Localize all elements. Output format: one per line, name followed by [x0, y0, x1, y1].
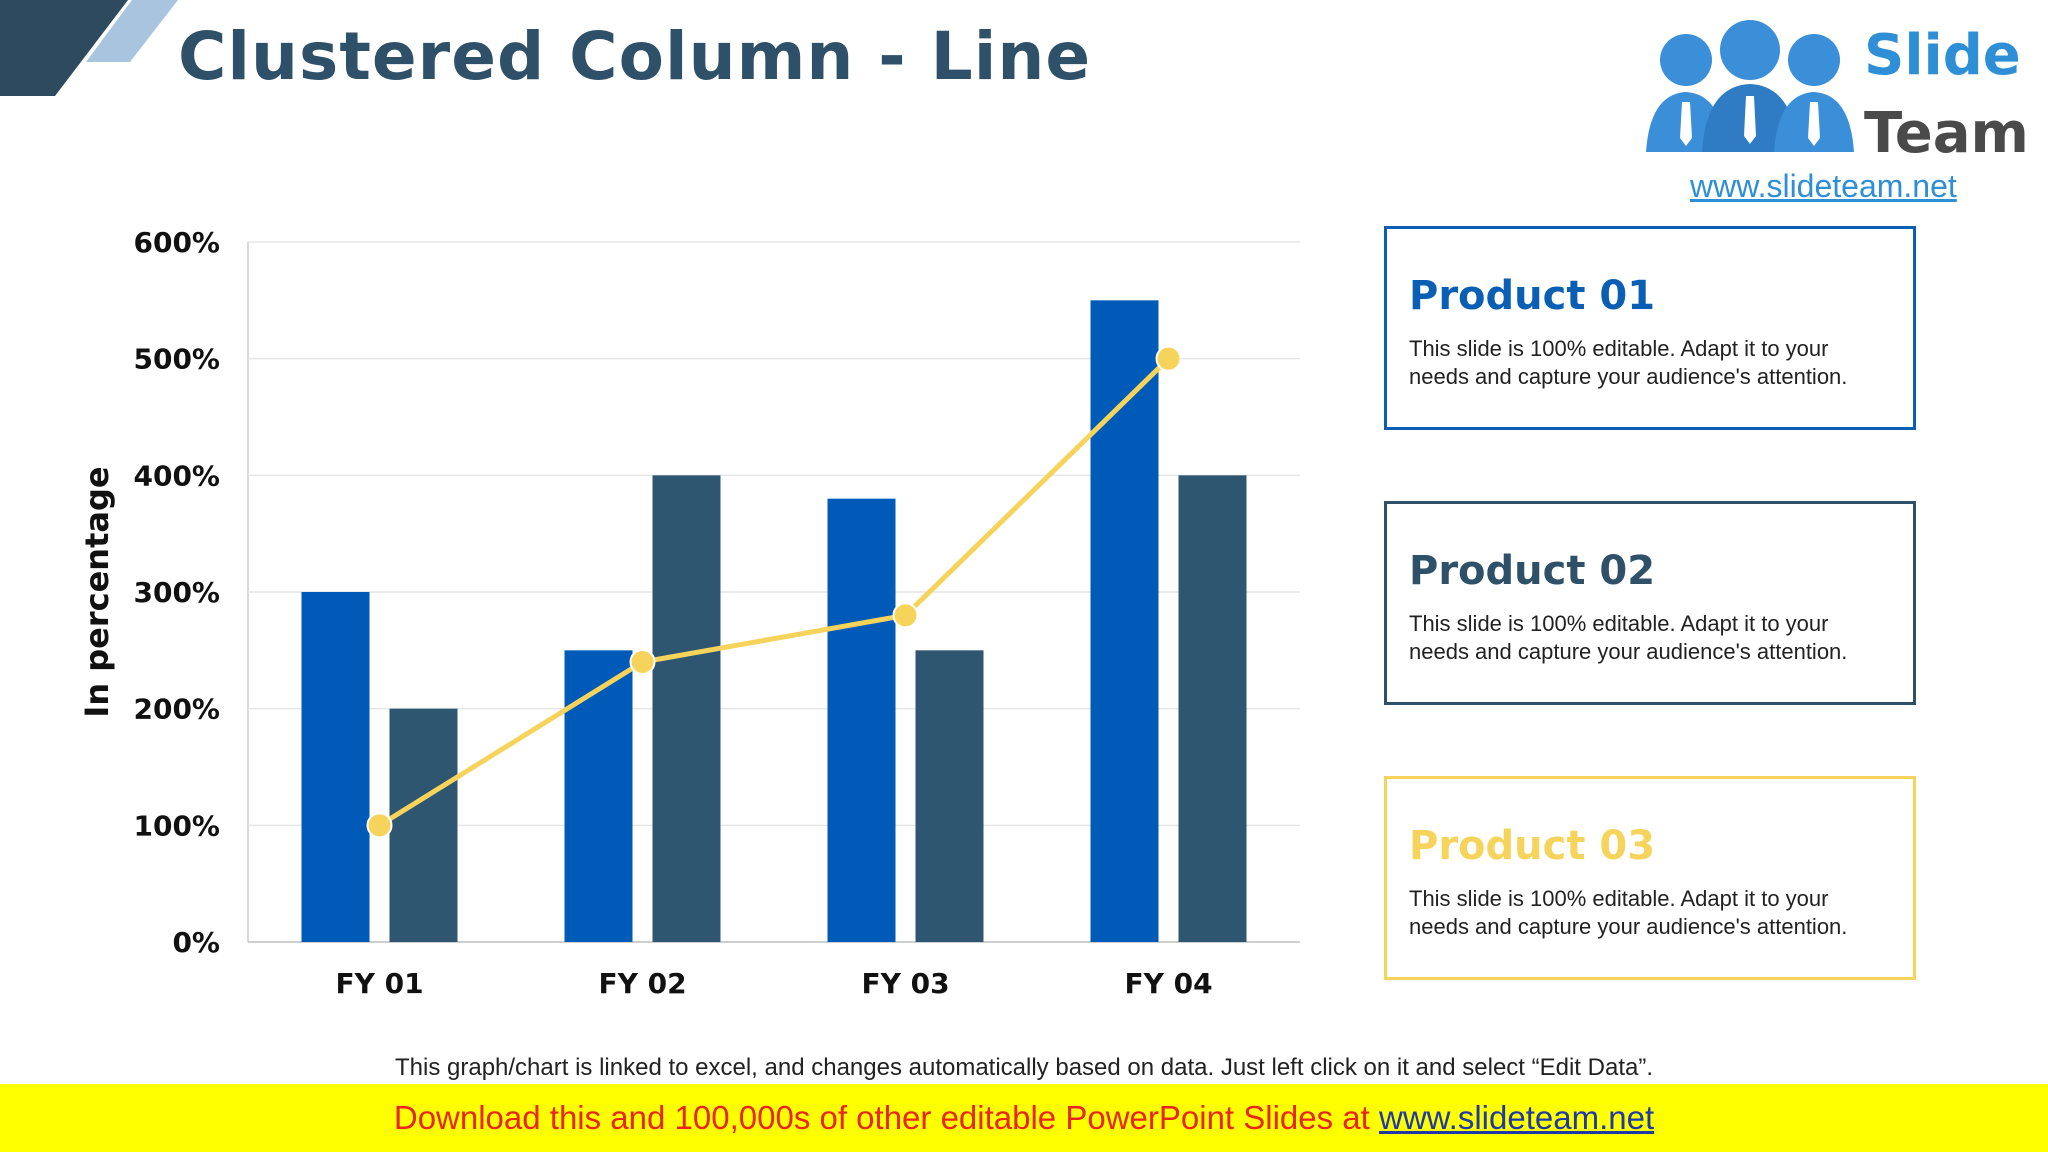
y-axis-title: In percentage: [78, 466, 116, 717]
product-03-description: This slide is 100% editable. Adapt it to…: [1409, 886, 1848, 939]
logo-word-team: Team: [1864, 101, 2029, 166]
logo-url-link[interactable]: www.slideteam.net: [1690, 168, 1957, 204]
bar-series-1-fy01: [301, 592, 370, 942]
line-series: [378, 356, 1171, 828]
bar-series-2-fy01: [389, 708, 458, 942]
bar-series-1-fy03: [827, 498, 896, 942]
line-point-fy01: [366, 812, 393, 839]
product-01-description: This slide is 100% editable. Adapt it to…: [1409, 336, 1848, 389]
slide-title: Clustered Column - Line: [178, 18, 1092, 95]
slideteam-logo[interactable]: Slide Team www.slideteam.net: [1640, 8, 2040, 204]
line-point-fy03: [892, 602, 919, 629]
product-01-card: Product 01 This slide is 100% editable. …: [1384, 226, 1916, 430]
x-tick-label: FY 02: [598, 967, 686, 1000]
y-tick-label: 600%: [133, 226, 220, 259]
bar-series-2-fy04: [1178, 475, 1247, 942]
product-03-title: Product 03: [1409, 823, 1656, 869]
product-03-card: Product 03 This slide is 100% editable. …: [1384, 776, 1916, 980]
bar-series-2-fy03: [915, 650, 984, 942]
clustered-column-line-chart: 0% 100% 200% 300% 400% 500% 600% In percentage F…: [78, 226, 1300, 1000]
y-tick-label: 500%: [133, 343, 220, 376]
y-tick-label: 0%: [172, 926, 220, 959]
logo-word-slide: Slide: [1864, 23, 2021, 88]
x-tick-label: FY 01: [335, 967, 423, 1000]
chart-edit-note: This graph/chart is linked to excel, and…: [395, 1054, 1653, 1081]
line-point-fy04: [1155, 345, 1182, 372]
product-02-description: This slide is 100% editable. Adapt it to…: [1409, 611, 1848, 664]
product-02-card: Product 02 This slide is 100% editable. …: [1384, 501, 1916, 705]
y-tick-label: 400%: [133, 459, 220, 492]
banner-link[interactable]: www.slideteam.net: [1379, 1099, 1655, 1136]
line-point-fy02: [629, 649, 656, 675]
y-tick-label: 200%: [133, 693, 220, 726]
download-banner: Download this and 100,000s of other edit…: [0, 1084, 2048, 1152]
bar-series-1-fy04: [1090, 300, 1159, 942]
y-tick-label: 300%: [133, 576, 220, 609]
bar-series-1-fy02: [564, 650, 633, 942]
x-tick-label: FY 04: [1124, 967, 1212, 1000]
y-tick-label: 100%: [133, 809, 220, 842]
corner-decoration: [0, 0, 178, 96]
banner-text: Download this and 100,000s of other edit…: [393, 1099, 1370, 1136]
x-tick-label: FY 03: [861, 967, 949, 1000]
product-01-title: Product 01: [1409, 273, 1656, 319]
product-02-title: Product 02: [1409, 548, 1656, 594]
people-icon: [1646, 20, 1854, 152]
bar-series-2-fy02: [652, 475, 721, 942]
